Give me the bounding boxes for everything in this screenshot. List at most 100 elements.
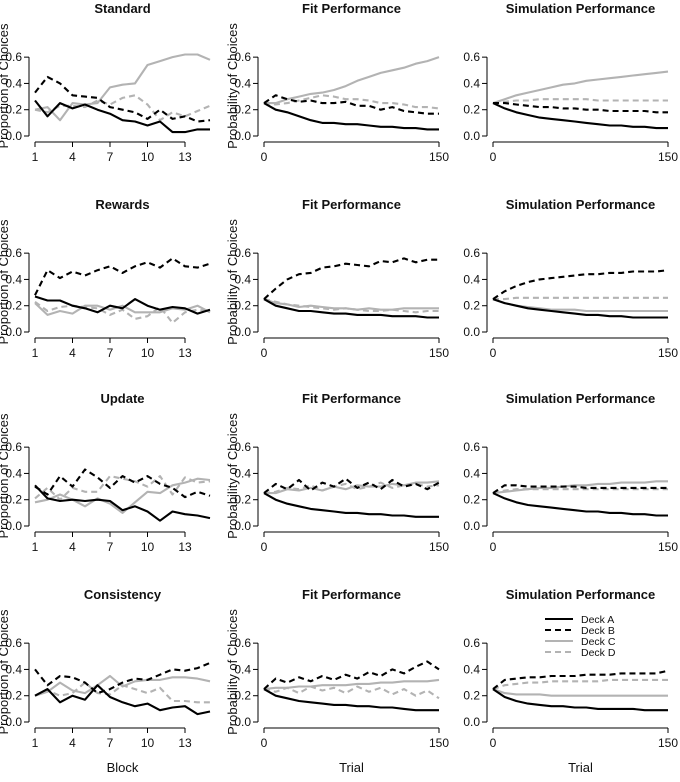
x-tick-label: 150: [429, 346, 449, 360]
x-tick-label: 13: [178, 736, 192, 750]
panel-5: Simulation Performance 0.0 0.2 0.4 0.6 0 150: [463, 197, 678, 360]
panel-2: Simulation Performance 0.0 0.2 0.4 0.6 0 150: [463, 1, 678, 164]
x-tick-label: 13: [178, 540, 192, 554]
y-tick-label: 0.0: [463, 325, 480, 339]
x-tick-label: 0: [490, 150, 497, 164]
x-tick-label: 4: [69, 540, 76, 554]
x-tick-label: 4: [69, 346, 76, 360]
series-line-deck-a: [34, 684, 211, 716]
y-tick-label: 0.6: [234, 636, 251, 650]
series-line-deck-c: [492, 298, 668, 313]
series-line-deck-d: [492, 678, 668, 691]
y-tick-label: 0.0: [463, 715, 480, 729]
panel-title: Rewards: [95, 197, 149, 212]
series-line-deck-c: [263, 298, 439, 311]
y-tick-label: 0.0: [234, 325, 251, 339]
y-tick-label: 0.0: [463, 519, 480, 533]
x-tick-label: 150: [658, 346, 678, 360]
x-axis-label: Block: [107, 760, 139, 775]
series-line-deck-a: [263, 298, 439, 319]
series-line-deck-c: [492, 480, 668, 495]
series-line-deck-a: [492, 298, 668, 319]
panel-title: Fit Performance: [302, 391, 401, 406]
series-line-deck-d: [492, 98, 668, 105]
y-tick-label: 0.4: [234, 662, 251, 676]
y-tick-label: 0.0: [463, 129, 480, 143]
x-tick-label: 0: [490, 736, 497, 750]
y-tick-label: 0.2: [5, 689, 22, 703]
y-tick-label: 0.4: [234, 466, 251, 480]
y-tick-label: 0.4: [5, 662, 22, 676]
y-tick-label: 0.4: [234, 76, 251, 90]
panel-4: Fit Performance 0.0 0.2 0.4 0.6 0 150 Probabili…: [225, 197, 449, 360]
y-tick-label: 0.4: [5, 272, 22, 286]
series-line-deck-a: [492, 492, 668, 517]
x-tick-label: 150: [658, 736, 678, 750]
series-line-deck-b: [263, 94, 439, 115]
y-axis-label: Proportion of Choices: [0, 23, 11, 149]
panel-1: Fit Performance 0.0 0.2 0.4 0.6 0 150 Probabili…: [225, 1, 449, 164]
series-line-deck-c: [34, 477, 211, 514]
panel-10: Fit Performance 0.0 0.2 0.4 0.6 0 150 Probabili…: [225, 587, 449, 775]
y-tick-label: 0.6: [5, 246, 22, 260]
y-tick-label: 0.6: [463, 636, 480, 650]
series-line-deck-d: [34, 681, 210, 704]
x-tick-label: 0: [490, 346, 497, 360]
y-tick-label: 0.2: [234, 103, 251, 117]
series-line-deck-c: [492, 688, 668, 697]
series-line-deck-b: [263, 477, 440, 494]
y-tick-label: 0.2: [234, 493, 251, 507]
y-tick-label: 0.2: [5, 493, 22, 507]
panel-title: Update: [100, 391, 144, 406]
panel-9: Consistency 0.0 0.2 0.4 0.6 1 4 7 10 13 Proportion…: [0, 587, 211, 775]
y-tick-label: 0.6: [234, 50, 251, 64]
x-tick-label: 7: [107, 150, 114, 164]
y-tick-label: 0.0: [234, 129, 251, 143]
y-tick-label: 0.0: [234, 715, 251, 729]
series-line-deck-c: [264, 56, 440, 105]
series-line-deck-b: [492, 484, 668, 494]
y-tick-label: 0.4: [463, 466, 480, 480]
y-tick-label: 0.2: [234, 299, 251, 313]
panel-title: Fit Performance: [302, 1, 401, 16]
panel-11: Simulation Performance 0.0 0.2 0.4 0.6 0 150 Tr…: [463, 587, 678, 775]
y-tick-label: 0.2: [5, 299, 22, 313]
y-axis-label: Proportion of Choices: [0, 219, 11, 345]
y-tick-label: 0.4: [463, 76, 480, 90]
y-tick-label: 0.6: [463, 246, 480, 260]
series-line-deck-a: [263, 492, 439, 518]
panel-3: Rewards 0.0 0.2 0.4 0.6 1 4 7 10 13 Proportion of …: [0, 197, 211, 360]
x-axis-label: Trial: [568, 760, 593, 775]
y-tick-label: 0.4: [5, 466, 22, 480]
series-line-deck-d: [34, 300, 211, 324]
panel-title: Simulation Performance: [506, 587, 656, 602]
x-tick-label: 10: [141, 540, 155, 554]
panel-title: Consistency: [84, 587, 162, 602]
series-line-deck-b: [34, 257, 211, 296]
series-line-deck-b: [492, 669, 669, 690]
y-tick-label: 0.0: [5, 325, 22, 339]
x-tick-label: 10: [141, 150, 155, 164]
x-tick-label: 150: [429, 150, 449, 164]
y-axis-label: Probability of Choices: [225, 23, 240, 149]
series-line-deck-b: [34, 661, 211, 695]
y-axis-label: Probability of Choices: [225, 609, 240, 735]
series-line-deck-a: [492, 688, 668, 712]
series-line-deck-b: [263, 660, 440, 690]
y-tick-label: 0.6: [463, 440, 480, 454]
x-tick-label: 7: [107, 540, 114, 554]
panel-8: Simulation Performance 0.0 0.2 0.4 0.6 0 150: [463, 391, 678, 554]
series-line-deck-c: [263, 678, 440, 691]
y-axis-label: Probability of Choices: [225, 219, 240, 345]
x-tick-label: 1: [32, 540, 39, 554]
series-line-deck-d: [493, 296, 668, 301]
x-tick-label: 150: [429, 736, 449, 750]
y-tick-label: 0.4: [5, 76, 22, 90]
y-axis-label: Proportion of Choices: [0, 413, 11, 539]
x-tick-label: 0: [261, 346, 268, 360]
panel-title: Simulation Performance: [506, 197, 656, 212]
series-line-deck-a: [34, 99, 210, 134]
